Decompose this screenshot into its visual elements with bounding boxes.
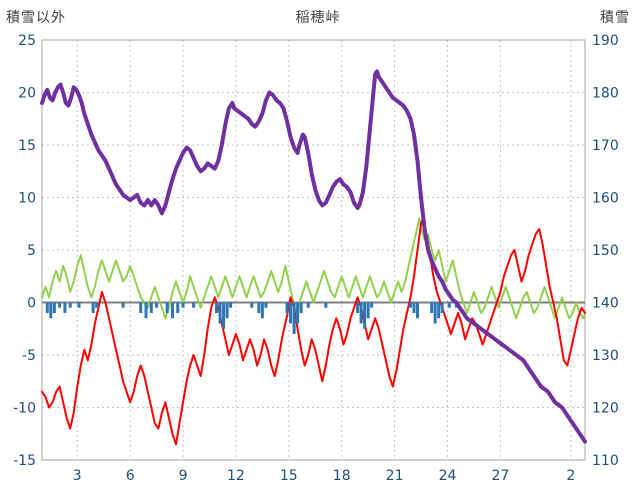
bar	[176, 302, 180, 313]
bar	[440, 302, 444, 313]
series-blue_bars	[45, 302, 458, 334]
bar	[77, 302, 81, 308]
bar	[181, 302, 185, 308]
left-axis-tick: 15	[18, 138, 36, 154]
bar	[366, 302, 370, 319]
bar	[356, 302, 360, 313]
bar	[370, 302, 374, 308]
left-axis-tick: 25	[18, 33, 36, 49]
series-red_line	[41, 217, 586, 446]
plot-border	[41, 39, 586, 461]
series-snow_depth_purple	[40, 69, 587, 444]
bar	[412, 302, 416, 313]
left-axis-tick: 5	[27, 243, 36, 259]
bar	[222, 302, 226, 329]
bar	[144, 302, 148, 319]
right-axis-tick: 110	[592, 453, 619, 469]
bar	[49, 302, 53, 319]
bar	[170, 302, 174, 319]
bar	[45, 302, 49, 313]
right-axis-tick: 120	[592, 401, 619, 417]
x-axis-tick: 18	[333, 468, 351, 484]
x-axis-tick: 21	[386, 468, 404, 484]
x-axis-tick: 6	[126, 468, 135, 484]
bar	[363, 302, 367, 329]
bar	[430, 302, 434, 313]
bar	[58, 302, 62, 308]
right-axis-tick: 190	[592, 33, 619, 49]
x-axis-tick: 12	[227, 468, 245, 484]
bar	[63, 302, 67, 313]
bar	[299, 302, 303, 313]
left-axis-tick: -15	[13, 453, 36, 469]
x-axis-tick: 27	[491, 468, 509, 484]
bar	[257, 302, 261, 313]
bar	[229, 302, 233, 308]
bar	[218, 302, 222, 324]
bar	[91, 302, 95, 313]
right-axis-tick: 140	[592, 296, 619, 312]
bar	[437, 302, 441, 319]
x-axis-tick: 3	[73, 468, 82, 484]
bar	[447, 302, 451, 308]
gridlines	[42, 39, 585, 461]
x-axis-tick: 24	[439, 468, 457, 484]
bar	[306, 302, 310, 308]
bar	[408, 302, 412, 308]
left-axis-tick: 0	[27, 296, 36, 312]
right-axis-tick: 180	[592, 86, 619, 102]
left-axis-tick: 10	[18, 191, 36, 207]
x-axis-tick: 15	[280, 468, 298, 484]
bar	[260, 302, 264, 319]
left-axis-tick: -10	[13, 401, 36, 417]
bar	[52, 302, 56, 313]
bar	[250, 302, 254, 308]
right-axis-title: 積雪	[600, 10, 630, 26]
bar	[292, 302, 296, 334]
bar	[121, 302, 125, 308]
bar	[285, 302, 289, 313]
bar	[95, 302, 99, 308]
bar	[225, 302, 229, 319]
right-axis-tick: 130	[592, 348, 619, 364]
right-axis-tick: 160	[592, 191, 619, 207]
bar	[192, 302, 196, 308]
bar	[296, 302, 300, 324]
right-axis-tick: 170	[592, 138, 619, 154]
bar	[289, 302, 293, 324]
bar	[165, 302, 169, 313]
bar	[215, 302, 219, 313]
series-green_line	[41, 217, 586, 320]
bar	[155, 302, 159, 308]
axis-tick-labels: 25 20 15 10 5 0 -5 -10 -15 190 180 170 160 150 140 130 1…	[13, 33, 619, 484]
left-axis-title: 積雪以外	[6, 10, 66, 26]
bar	[416, 302, 420, 319]
left-axis-tick: -5	[22, 348, 36, 364]
x-axis-tick: 2	[566, 468, 575, 484]
bar	[149, 302, 153, 313]
bar	[359, 302, 363, 324]
bar	[139, 302, 143, 313]
right-axis-tick: 150	[592, 243, 619, 259]
bar	[324, 302, 328, 308]
bar	[433, 302, 437, 324]
x-axis-tick: 9	[179, 468, 188, 484]
bar	[264, 302, 268, 308]
left-axis-tick: 20	[18, 86, 36, 102]
bar	[68, 302, 72, 308]
